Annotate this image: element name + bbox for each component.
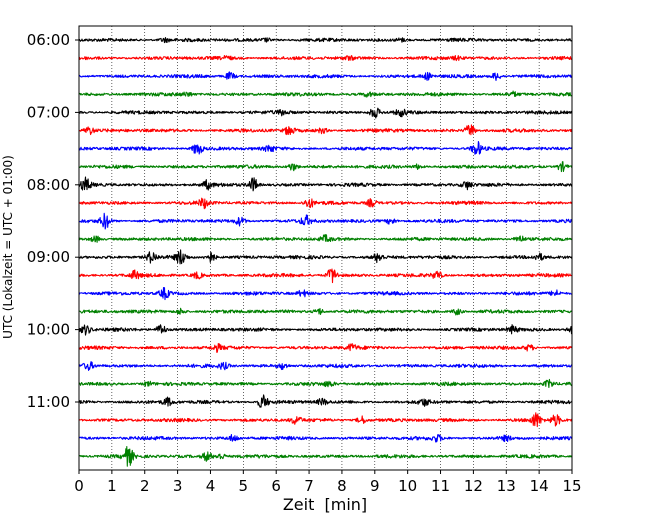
- x-tick-label: 7: [304, 477, 314, 495]
- trace-0645: [78, 90, 573, 98]
- y-tick-label: 07:00: [27, 103, 70, 121]
- trace-0700: [78, 107, 573, 119]
- trace-0845: [78, 234, 573, 243]
- trace-0945: [78, 307, 573, 316]
- y-tick-label: 08:00: [27, 176, 70, 194]
- trace-1045: [78, 378, 573, 389]
- x-tick-label: 6: [271, 477, 281, 495]
- trace-1000: [78, 324, 573, 336]
- grid-lines: [111, 26, 540, 470]
- x-tick-label: 15: [562, 477, 581, 495]
- y-axis-label: UTC (Lokalzeit = UTC + 01:00): [1, 155, 15, 339]
- plot-frame: [78, 25, 573, 471]
- trace-1145: [78, 445, 573, 467]
- trace-0715: [78, 124, 573, 136]
- x-tick-label: 11: [431, 477, 450, 495]
- trace-0600: [78, 37, 573, 44]
- trace-0930: [78, 286, 573, 301]
- x-axis-label: Zeit [min]: [283, 495, 367, 514]
- trace-0815: [78, 197, 573, 210]
- trace-1100: [78, 394, 573, 408]
- y-tick-label: 11:00: [27, 393, 70, 411]
- trace-1130: [78, 434, 573, 443]
- trace-0615: [78, 54, 573, 62]
- trace-1115: [78, 412, 573, 428]
- y-axis-ticks: 06:00 07:00 08:00 09:00 10:00 11:00: [27, 31, 79, 411]
- trace-0900: [78, 249, 573, 265]
- trace-1015: [78, 342, 573, 353]
- trace-0730: [78, 140, 573, 155]
- x-tick-label: 8: [337, 477, 347, 495]
- trace-0745: [78, 161, 573, 173]
- x-tick-label: 13: [497, 477, 516, 495]
- trace-1030: [78, 361, 573, 371]
- x-tick-label: 4: [206, 477, 216, 495]
- trace-0915: [78, 268, 573, 284]
- y-tick-label: 09:00: [27, 248, 70, 266]
- trace-0800: [78, 176, 573, 192]
- x-tick-label: 14: [530, 477, 549, 495]
- trace-0630: [78, 71, 573, 81]
- x-tick-label: 1: [107, 477, 117, 495]
- x-axis-ticks: 0 1 2 3 4 5 6 7 8 9 10 11 12 13 14 15: [74, 470, 582, 495]
- trace-0830: [78, 212, 573, 230]
- seismic-traces: [78, 37, 573, 467]
- y-tick-label: 10:00: [27, 321, 70, 339]
- x-tick-label: 5: [239, 477, 249, 495]
- x-tick-label: 3: [173, 477, 183, 495]
- x-tick-label: 10: [398, 477, 417, 495]
- y-tick-label: 06:00: [27, 31, 70, 49]
- x-tick-label: 9: [370, 477, 380, 495]
- x-tick-label: 0: [74, 477, 84, 495]
- x-tick-label: 2: [140, 477, 150, 495]
- x-tick-label: 12: [464, 477, 483, 495]
- plot-background: [79, 26, 572, 470]
